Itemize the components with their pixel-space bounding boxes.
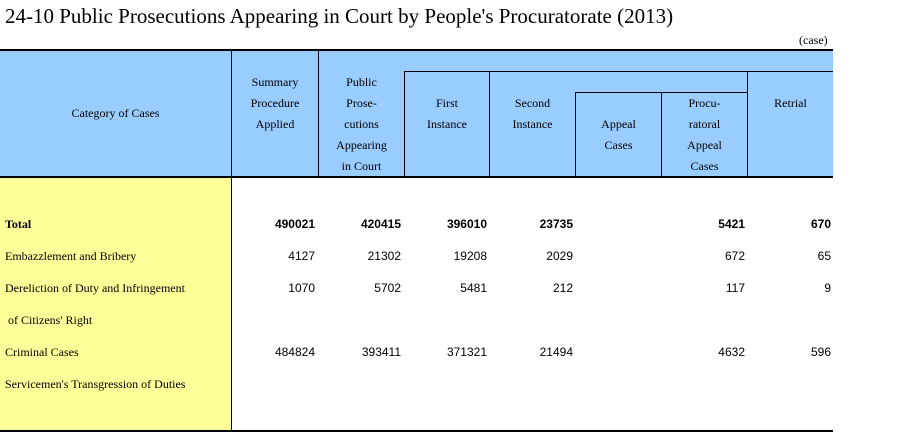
cell-public: 393411 <box>361 345 401 359</box>
col-divider <box>747 71 748 177</box>
col-divider <box>318 50 319 177</box>
cell-second: 23735 <box>539 217 573 231</box>
cell-summary: 490021 <box>274 217 315 231</box>
header-appeal-cases: Appeal Cases <box>601 117 636 152</box>
cell-procu: 4632 <box>718 345 745 359</box>
cell-summary: 1070 <box>288 281 315 295</box>
unit-label: (case) <box>799 33 828 47</box>
row-label: of Citizens' Right <box>5 313 93 327</box>
cell-public: 5702 <box>374 281 401 295</box>
category-divider <box>231 50 232 431</box>
table-top-border <box>0 49 833 51</box>
row-label: Total <box>5 217 32 231</box>
header-first-instance: First Instance <box>427 96 467 131</box>
header-bottom-border <box>0 176 833 178</box>
col-divider <box>489 71 490 177</box>
header-public-prosecutions: Public Prose-cutions Appearing in Court <box>336 75 387 173</box>
row-label: Servicemen's Transgression of Duties <box>5 377 186 391</box>
category-column-bg <box>0 177 231 431</box>
cell-first: 19208 <box>453 249 487 263</box>
header-divider <box>404 71 833 72</box>
header-procuratoral-appeal: Procu-ratoral Appeal Cases <box>687 96 722 173</box>
cell-retrial: 670 <box>810 217 831 231</box>
cell-first: 396010 <box>446 217 487 231</box>
row-label: Dereliction of Duty and Infringement <box>5 281 185 295</box>
cell-second: 212 <box>552 281 573 295</box>
cell-second: 21494 <box>539 345 573 359</box>
header-retrial: Retrial <box>774 96 807 110</box>
col-divider <box>575 92 576 177</box>
cell-retrial: 9 <box>824 281 831 295</box>
cell-public: 420415 <box>360 217 401 231</box>
cell-public: 21302 <box>367 249 401 263</box>
row-label: Embazzlement and Bribery <box>5 249 137 263</box>
col-divider <box>404 71 405 177</box>
page-title: 24-10 Public Prosecutions Appearing in C… <box>5 4 674 28</box>
cell-second: 2029 <box>546 249 573 263</box>
cell-first: 5481 <box>460 281 487 295</box>
cell-first: 371321 <box>446 345 487 359</box>
cell-summary: 484824 <box>274 345 315 359</box>
cell-procu: 5421 <box>718 217 745 231</box>
header-second-instance: Second Instance <box>512 96 553 131</box>
header-summary: Summary Procedure Applied <box>250 75 300 131</box>
cell-retrial: 596 <box>810 345 831 359</box>
cell-retrial: 65 <box>817 249 831 263</box>
row-label: Criminal Cases <box>5 345 79 359</box>
col-divider <box>661 92 662 177</box>
cell-summary: 4127 <box>288 249 315 263</box>
table-bottom-border <box>0 430 833 432</box>
cell-procu: 117 <box>725 281 745 295</box>
header-category: Category of Cases <box>71 106 160 120</box>
cell-procu: 672 <box>724 249 745 263</box>
